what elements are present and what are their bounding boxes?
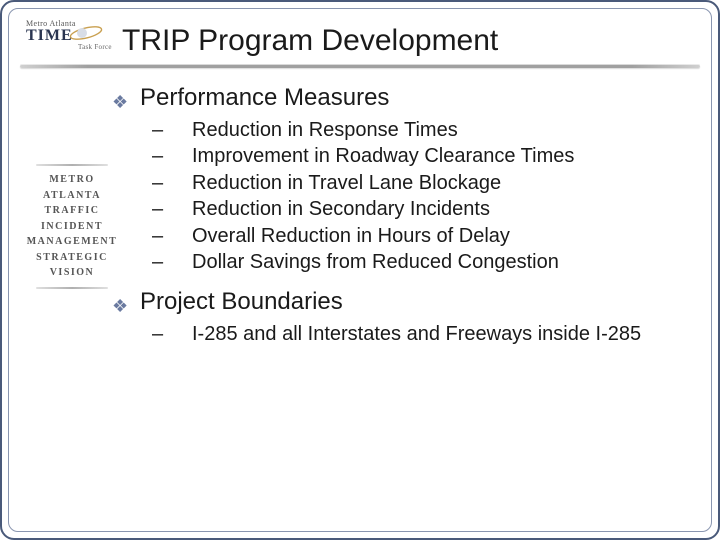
item-text: Reduction in Secondary Incidents bbox=[192, 197, 688, 221]
list-item: – Reduction in Travel Lane Blockage bbox=[152, 171, 688, 195]
logo: Metro Atlanta TIME Task Force bbox=[26, 20, 116, 60]
item-text: Improvement in Roadway Clearance Times bbox=[192, 144, 688, 168]
swoosh-icon bbox=[68, 24, 104, 42]
section-items: – I-285 and all Interstates and Freeways… bbox=[152, 322, 688, 346]
logo-sub-text: Task Force bbox=[78, 44, 116, 51]
sidebar-line: TRAFFIC bbox=[22, 203, 122, 219]
dash-bullet-icon: – bbox=[152, 250, 192, 274]
page-title: TRIP Program Development bbox=[122, 24, 498, 58]
diamond-bullet-icon: ❖ bbox=[112, 93, 140, 111]
sidebar-line: INCIDENT bbox=[22, 219, 122, 235]
dash-bullet-icon: – bbox=[152, 224, 192, 248]
sidebar-line: STRATEGIC bbox=[22, 250, 122, 266]
section-title: Performance Measures bbox=[140, 84, 389, 112]
list-item: – I-285 and all Interstates and Freeways… bbox=[152, 322, 688, 346]
section-performance-measures: ❖ Performance Measures – Reduction in Re… bbox=[112, 84, 688, 274]
dash-bullet-icon: – bbox=[152, 118, 192, 142]
list-item: – Overall Reduction in Hours of Delay bbox=[152, 224, 688, 248]
item-text: Dollar Savings from Reduced Congestion bbox=[192, 250, 688, 274]
sidebar-divider-bottom bbox=[36, 287, 108, 289]
section-items: – Reduction in Response Times – Improvem… bbox=[152, 118, 688, 274]
item-text: I-285 and all Interstates and Freeways i… bbox=[192, 322, 688, 346]
list-item: – Reduction in Secondary Incidents bbox=[152, 197, 688, 221]
dash-bullet-icon: – bbox=[152, 197, 192, 221]
sidebar-divider-top bbox=[36, 164, 108, 166]
section-title: Project Boundaries bbox=[140, 288, 343, 316]
section-project-boundaries: ❖ Project Boundaries – I-285 and all Int… bbox=[112, 288, 688, 346]
sidebar-line: METRO bbox=[22, 172, 122, 188]
sidebar: METRO ATLANTA TRAFFIC INCIDENT MANAGEMEN… bbox=[22, 162, 122, 295]
dash-bullet-icon: – bbox=[152, 144, 192, 168]
sidebar-line: ATLANTA bbox=[22, 188, 122, 204]
section-header: ❖ Performance Measures bbox=[112, 84, 688, 112]
slide: Metro Atlanta TIME Task Force TRIP Progr… bbox=[0, 0, 720, 540]
list-item: – Dollar Savings from Reduced Congestion bbox=[152, 250, 688, 274]
sidebar-line: VISION bbox=[22, 265, 122, 281]
item-text: Reduction in Response Times bbox=[192, 118, 688, 142]
item-text: Reduction in Travel Lane Blockage bbox=[192, 171, 688, 195]
sidebar-line: MANAGEMENT bbox=[22, 234, 122, 250]
list-item: – Reduction in Response Times bbox=[152, 118, 688, 142]
item-text: Overall Reduction in Hours of Delay bbox=[192, 224, 688, 248]
title-divider bbox=[20, 64, 700, 68]
diamond-bullet-icon: ❖ bbox=[112, 297, 140, 315]
dash-bullet-icon: – bbox=[152, 322, 192, 346]
dash-bullet-icon: – bbox=[152, 171, 192, 195]
list-item: – Improvement in Roadway Clearance Times bbox=[152, 144, 688, 168]
content: ❖ Performance Measures – Reduction in Re… bbox=[112, 84, 688, 361]
section-header: ❖ Project Boundaries bbox=[112, 288, 688, 316]
